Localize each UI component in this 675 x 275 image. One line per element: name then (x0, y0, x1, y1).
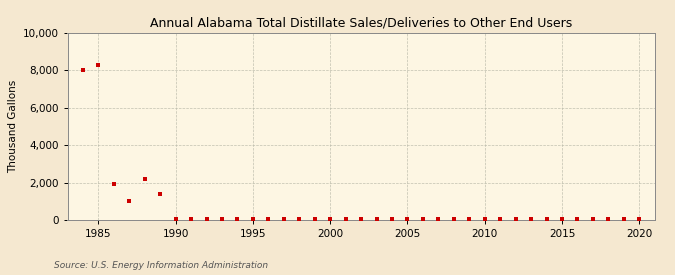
Point (170, 217, 181, 222)
Point (402, 217, 413, 221)
Point (433, 217, 443, 222)
Point (479, 217, 490, 222)
Point (572, 217, 583, 222)
Point (526, 217, 537, 222)
Point (418, 217, 429, 222)
Point (309, 217, 320, 222)
Point (232, 217, 243, 222)
Point (139, 177, 150, 181)
Point (248, 217, 259, 222)
Point (109, 181, 119, 186)
Point (557, 217, 568, 222)
Point (495, 217, 506, 222)
Point (155, 192, 165, 196)
Point (634, 217, 645, 222)
Title: Annual Alabama Total Distillate Sales/Deliveries to Other End Users: Annual Alabama Total Distillate Sales/De… (150, 16, 572, 29)
Point (387, 217, 398, 222)
Point (448, 217, 459, 222)
Point (510, 217, 521, 222)
Point (618, 217, 629, 222)
Point (356, 217, 367, 222)
Y-axis label: Thousand Gallons: Thousand Gallons (8, 80, 18, 173)
Point (294, 217, 304, 221)
Point (603, 217, 614, 222)
Point (279, 217, 290, 222)
Point (541, 217, 552, 222)
Point (371, 217, 382, 222)
Point (263, 217, 274, 222)
Point (217, 217, 227, 221)
Point (93, 63, 104, 67)
Point (186, 217, 196, 222)
Point (201, 217, 212, 222)
Point (340, 217, 351, 222)
Point (124, 199, 135, 204)
Point (464, 217, 475, 222)
Point (325, 217, 335, 222)
Point (587, 217, 598, 222)
Point (78, 68, 88, 73)
Text: Source: U.S. Energy Information Administration: Source: U.S. Energy Information Administ… (54, 260, 268, 270)
